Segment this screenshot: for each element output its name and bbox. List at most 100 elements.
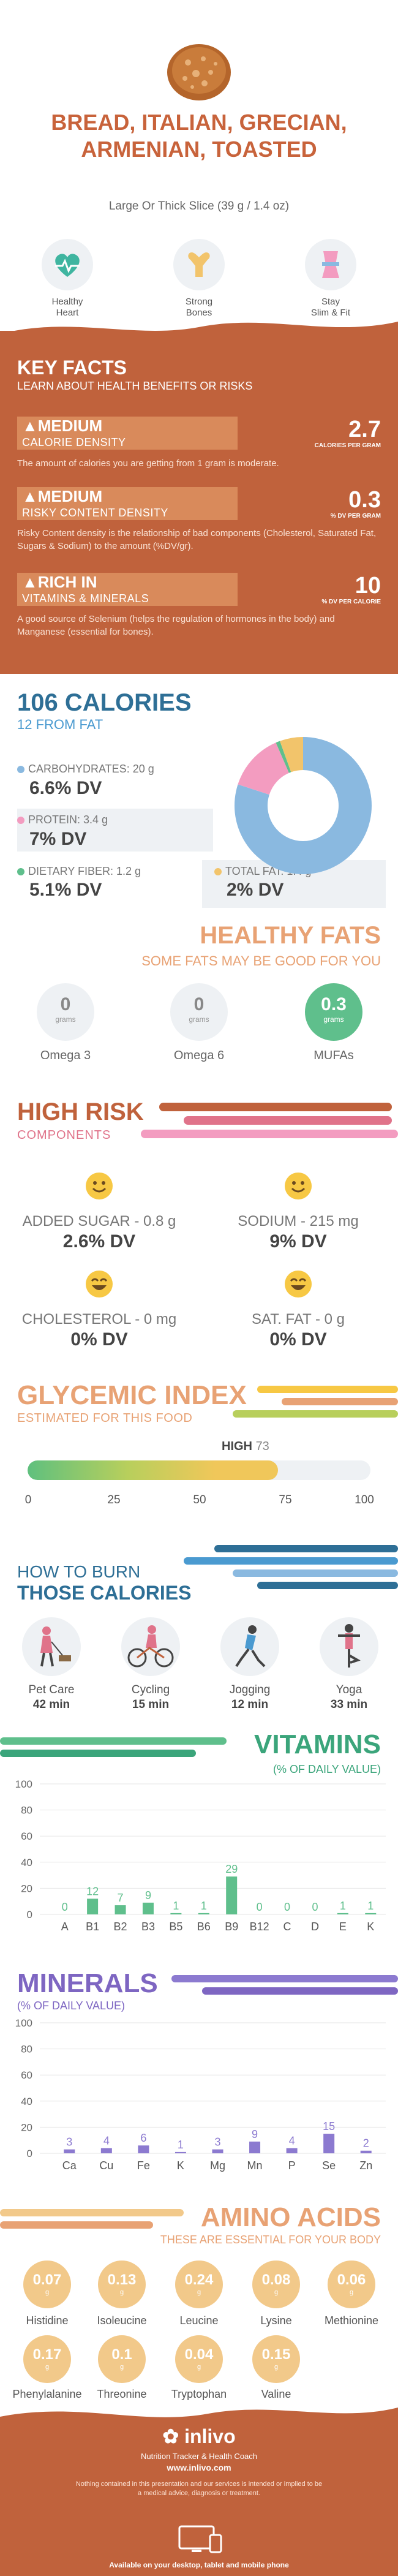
amino-value: 0.24 (184, 2272, 214, 2288)
fact-value: 0.3 (348, 487, 381, 513)
bone-icon (173, 239, 225, 290)
x-tick-label: B1 (86, 1921, 99, 1933)
bar-Ca (64, 2149, 75, 2153)
x-tick-label: Se (322, 2159, 336, 2172)
y-tick-label: 20 (21, 2121, 32, 2133)
amino-name: Valine (261, 2388, 291, 2400)
amino-unit: g (119, 2363, 124, 2371)
added-sugar-dv: 2.6% DV (62, 1231, 136, 1252)
smiley-icon (285, 1173, 312, 1199)
glycemic-bar (28, 1460, 370, 1480)
y-tick-label: 80 (21, 2044, 32, 2055)
x-tick-label: Zn (359, 2159, 372, 2172)
dog-walking-icon (22, 1617, 81, 1676)
glycemic-title: GLYCEMIC INDEX (17, 1380, 247, 1410)
fiber-label: DIETARY FIBER: 1.2 g (17, 865, 141, 878)
bar-B6 (198, 1913, 209, 1914)
vitamins-subtitle: (% OF DAILY VALUE) (272, 1763, 381, 1775)
bar-Mg (212, 2149, 223, 2153)
bar-value-label: 6 (140, 2132, 146, 2144)
amino-circle: 0.24 g (175, 2261, 223, 2308)
fiber-dv: 5.1% DV (29, 880, 102, 900)
amino-unit: g (45, 2289, 50, 2296)
grams-unit: grams (323, 1015, 344, 1024)
calories-title: 106 CALORIES (17, 689, 192, 716)
omega3-circle: 0 grams (37, 983, 94, 1041)
sat-fat-label: SAT. FAT - 0 g (251, 1311, 345, 1328)
burn-stripes (184, 1545, 398, 1589)
bar-B3 (142, 1902, 154, 1914)
brand-url-link[interactable]: www.inlivo.com (167, 2463, 231, 2472)
amino-circle: 0.17 g (23, 2335, 71, 2383)
amino-name: Histidine (26, 2314, 69, 2327)
fat-dv: 2% DV (227, 880, 284, 900)
activity-minutes: 15 min (132, 1698, 170, 1711)
amino-value: 0.13 (107, 2272, 137, 2288)
amino-value: 0.1 (111, 2346, 132, 2363)
fact-level: ▲MEDIUM (22, 487, 103, 505)
grin-icon (86, 1271, 113, 1297)
carbs-dv: 6.6% DV (29, 778, 102, 798)
activity-minutes: 12 min (231, 1698, 269, 1711)
bar-value-label: 9 (252, 2128, 258, 2140)
cycling-icon (121, 1617, 180, 1676)
benefit-label-1: Stay (321, 297, 340, 307)
flame-icon: ▲ (22, 417, 38, 435)
protein-dot (17, 817, 24, 825)
devices-icon (178, 2525, 222, 2553)
y-tick-label: 20 (21, 1883, 32, 1894)
amino-subtitle: THESE ARE ESSENTIAL FOR YOUR BODY (160, 2234, 381, 2246)
amino-circle: 0.15 g (252, 2335, 300, 2383)
fact-description: The amount of calories you are getting f… (17, 458, 279, 469)
disclaimer: Nothing contained in this presentation a… (75, 2480, 323, 2497)
bar-value-label: 2 (363, 2137, 369, 2150)
bar-value-label: 4 (289, 2134, 295, 2147)
activity-name: Yoga (336, 1683, 362, 1696)
minerals-title: MINERALS (17, 1968, 158, 1998)
vitamins-bar-chart: 0 20 40 60 80 100 0 A 12 B1 7 B2 9 B3 1 B5 1 B6 29 B9 0 B12 0 C… (15, 1778, 386, 1933)
minerals-stripes (171, 1975, 398, 1995)
burn-title-2: THOSE CALORIES (17, 1582, 192, 1604)
bar-B1 (87, 1898, 99, 1914)
amino-value: 0.07 (32, 2272, 62, 2288)
bar-K (365, 1913, 377, 1914)
sat-fat-dv: 0% DV (269, 1329, 327, 1350)
y-tick-label: 100 (15, 1778, 32, 1790)
bar-value-label: 0 (284, 1901, 290, 1913)
omega6-circle: 0 grams (170, 983, 228, 1041)
bar-E (337, 1913, 348, 1914)
high-risk-subtitle: COMPONENTS (17, 1128, 111, 1142)
amino-unit: g (274, 2363, 279, 2371)
grams-unit: grams (189, 1015, 209, 1024)
healthy-fats-title: HEALTHY FATS (200, 922, 381, 949)
x-tick-label: B5 (169, 1921, 182, 1933)
fact-level: ▲RICH IN (22, 573, 97, 591)
amino-value: 0.06 (337, 2272, 366, 2288)
fact-unit: CALORIES PER GRAM (314, 442, 381, 449)
bread-image (167, 44, 231, 100)
bar-K (175, 2151, 186, 2153)
fact-unit: % DV PER GRAM (330, 513, 381, 519)
bar-value-label: 12 (86, 1885, 99, 1897)
amino-title: AMINO ACIDS (200, 2202, 381, 2232)
bar-value-label: 9 (145, 1889, 151, 1902)
healthy-fats-subtitle: SOME FATS MAY BE GOOD FOR YOU (141, 953, 381, 969)
amino-value: 0.17 (32, 2346, 62, 2363)
amino-name: Methionine (324, 2314, 379, 2327)
x-tick-label: B2 (114, 1921, 127, 1933)
x-tick-label: B12 (250, 1921, 269, 1933)
brand-logo[interactable]: ✿ inlivo (162, 2425, 236, 2447)
glycemic-tick: 50 (193, 1494, 206, 1506)
burn-title-1: HOW TO BURN (17, 1562, 141, 1581)
bar-Zn (360, 2150, 372, 2153)
activity-minutes: 33 min (330, 1698, 368, 1711)
benefit-label-1: Healthy (51, 297, 83, 307)
bar-B5 (170, 1913, 182, 1914)
glycemic-tick: 25 (107, 1494, 121, 1506)
fact-level: ▲MEDIUM (22, 417, 103, 435)
yoga-icon (320, 1617, 378, 1676)
x-tick-label: P (288, 2159, 296, 2172)
y-tick-label: 40 (21, 2096, 32, 2107)
minerals-bar-chart: 0 20 40 60 80 100 3 Ca 4 Cu 6 Fe 1 K 3 Mg 9 Mn 4 P 15 Se 2 Zn (15, 2017, 386, 2172)
